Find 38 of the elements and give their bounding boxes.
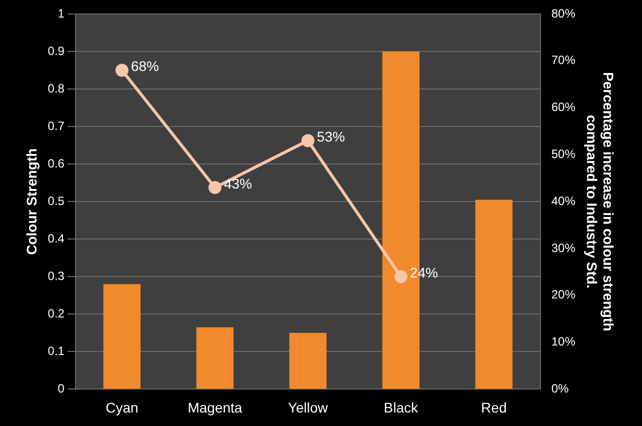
data-label: 43% <box>224 175 252 192</box>
x-tick-label: Yellow <box>288 399 329 416</box>
y-tick-label: 0.3 <box>48 268 65 283</box>
x-tick-label: Red <box>481 399 507 416</box>
y-tick-label: 0.5 <box>48 194 65 208</box>
data-label: 53% <box>316 128 345 144</box>
y-tick-label: 0.8 <box>48 81 65 96</box>
point <box>301 134 314 148</box>
y-tick-label: 0 <box>58 382 65 396</box>
data-label: 68% <box>130 58 160 74</box>
y2-tick-label: 0% <box>551 382 570 396</box>
y-tick-label: 0.1 <box>48 344 65 358</box>
y-tick-label: 0.7 <box>48 118 65 133</box>
y-tick-label: 0.9 <box>48 44 65 58</box>
point <box>115 64 128 77</box>
y-tick-label: 0.2 <box>48 306 65 320</box>
bar <box>196 327 234 389</box>
y2-tick-label: 60% <box>551 100 576 114</box>
y-tick-label: 0.6 <box>48 156 65 170</box>
point <box>394 270 408 284</box>
y2-tick-label: 10% <box>551 334 576 349</box>
y2-tick-label: 30% <box>551 240 576 255</box>
x-tick-label: Black <box>384 399 420 416</box>
point <box>208 181 222 194</box>
y2-tick-label: 50% <box>551 147 576 162</box>
y-tick-label: 1 <box>58 6 65 20</box>
y2-tick-label: 40% <box>551 194 576 208</box>
x-tick-label: Magenta <box>188 399 242 416</box>
bar <box>289 332 327 389</box>
y2-tick-label: 20% <box>551 288 576 302</box>
y2-tick-label: 80% <box>551 6 576 20</box>
y2-axis-title: Percentage increase in colour strength compared to Industry Std. <box>584 72 617 332</box>
bar <box>475 200 512 389</box>
y2-tick-label: 70% <box>551 53 576 68</box>
x-tick-label: Cyan <box>106 399 138 416</box>
y-tick-label: 0.4 <box>48 231 65 246</box>
y-axis-title: Colour Strength <box>23 148 40 255</box>
bar <box>103 284 141 389</box>
